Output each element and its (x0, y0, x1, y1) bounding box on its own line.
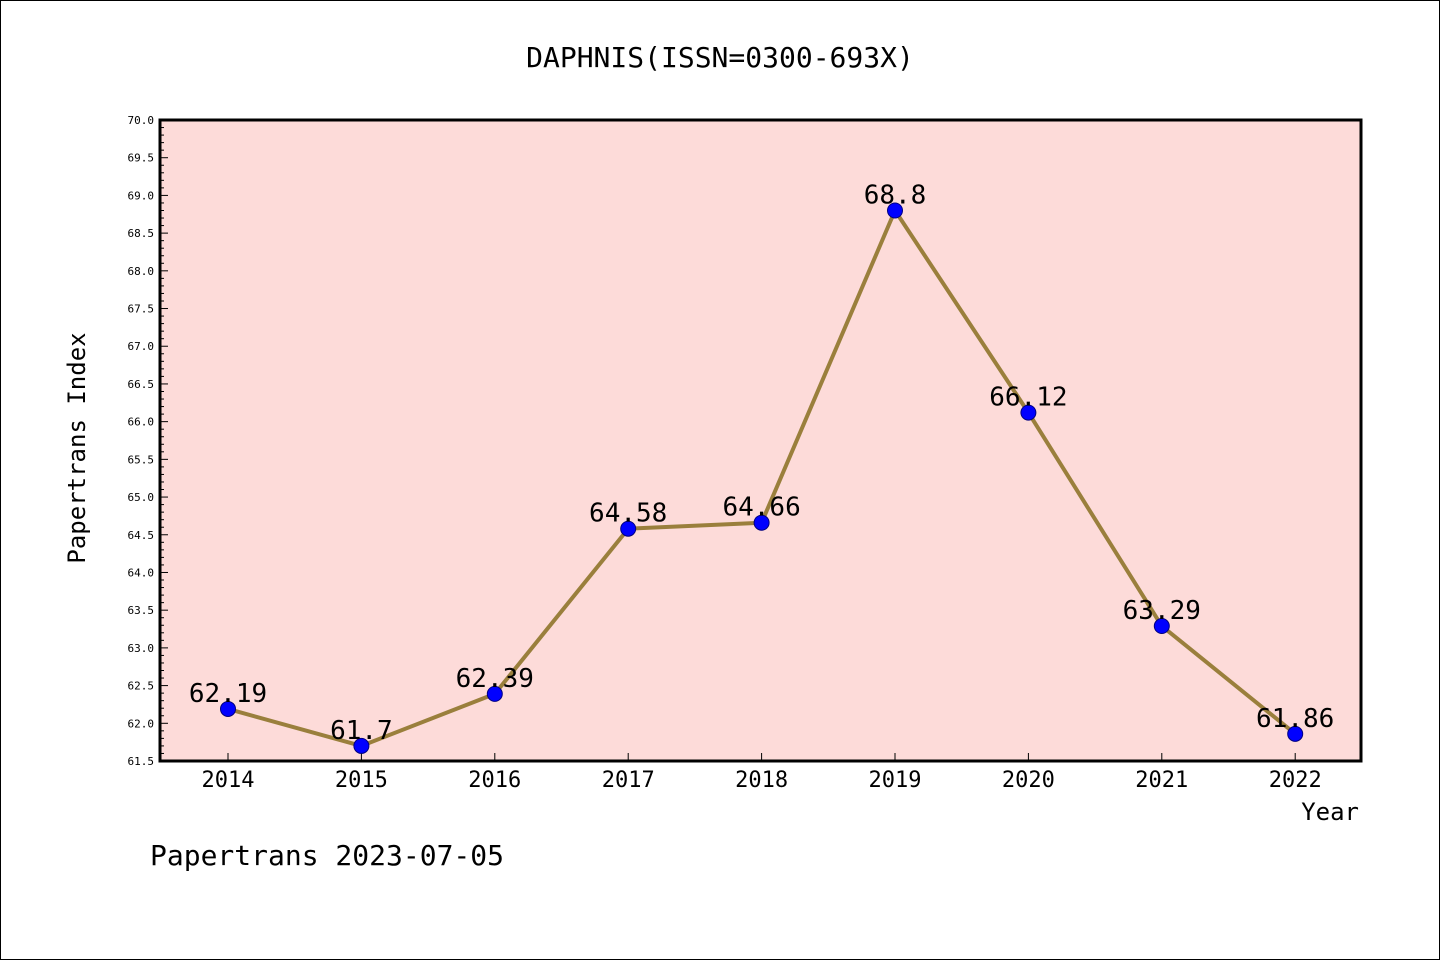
data-point (353, 737, 370, 754)
x-tick-label: 2019 (869, 768, 922, 793)
y-tick-label: 64.5 (128, 529, 155, 542)
data-point (486, 685, 503, 702)
y-tick-label: 62.5 (128, 680, 155, 693)
data-point (1287, 725, 1304, 742)
y-tick-label: 66.5 (128, 378, 155, 391)
y-tick-label: 63.5 (128, 604, 155, 617)
data-point (753, 514, 770, 531)
y-axis-label: Papertrans Index (63, 332, 91, 563)
y-tick-label: 64.0 (128, 566, 155, 579)
x-tick-label: 2018 (735, 768, 788, 793)
y-tick-label: 70.0 (128, 114, 155, 127)
data-label: 68.8 (864, 180, 927, 210)
x-axis-label: Year (1301, 798, 1359, 826)
x-tick-label: 2020 (1002, 768, 1055, 793)
data-point (887, 202, 903, 219)
data-label: 64.58 (589, 499, 667, 529)
y-tick-label: 61.5 (128, 755, 155, 768)
data-labels: 62.19 61.7 62.39 64.58 64.66 68.8 66.12 63.29 61… (189, 180, 1334, 745)
x-tick-label: 2015 (335, 768, 388, 793)
y-tick-label: 63.0 (128, 642, 155, 655)
data-label: 62.19 (189, 679, 267, 709)
plot-area (158, 118, 1363, 763)
data-point (620, 520, 637, 537)
data-point (1020, 404, 1037, 421)
chart-title: DAPHNIS(ISSN=0300-693X) (526, 41, 914, 74)
data-point (220, 700, 236, 717)
data-label: 64.66 (722, 493, 800, 523)
y-tick-label: 69.5 (128, 152, 155, 165)
data-label: 66.12 (989, 383, 1067, 413)
data-label: 61.86 (1256, 704, 1334, 734)
series-1 (220, 202, 1304, 754)
y-tick-label: 62.0 (128, 717, 155, 730)
data-label: 62.39 (456, 664, 534, 694)
data-point (1153, 618, 1170, 635)
x-tick-label: 2014 (202, 768, 255, 793)
y-tick-label: 68.0 (128, 265, 155, 278)
y-tick-label: 65.5 (128, 453, 155, 466)
y-tick-label: 66.0 (128, 416, 155, 429)
y-axis: 61.5 62.0 62.5 63.0 63.5 64.0 64.5 65.0 65.5 66.0… (128, 114, 168, 768)
x-axis: 2014 2015 2016 2017 2018 2019 2020 2021 2022 (202, 753, 1322, 793)
x-tick-label: 2016 (468, 768, 521, 793)
y-tick-label: 65.0 (128, 491, 155, 504)
data-label: 63.29 (1123, 596, 1201, 626)
y-tick-label: 67.0 (128, 340, 155, 353)
y-tick-label: 67.5 (128, 303, 155, 316)
x-tick-label: 2021 (1135, 768, 1188, 793)
footer-watermark: Papertrans 2023-07-05 (150, 839, 504, 872)
data-label: 61.7 (330, 716, 393, 746)
x-tick-label: 2022 (1269, 768, 1322, 793)
y-tick-label: 69.0 (128, 189, 155, 202)
y-tick-label: 68.5 (128, 227, 155, 240)
x-tick-label: 2017 (602, 768, 655, 793)
